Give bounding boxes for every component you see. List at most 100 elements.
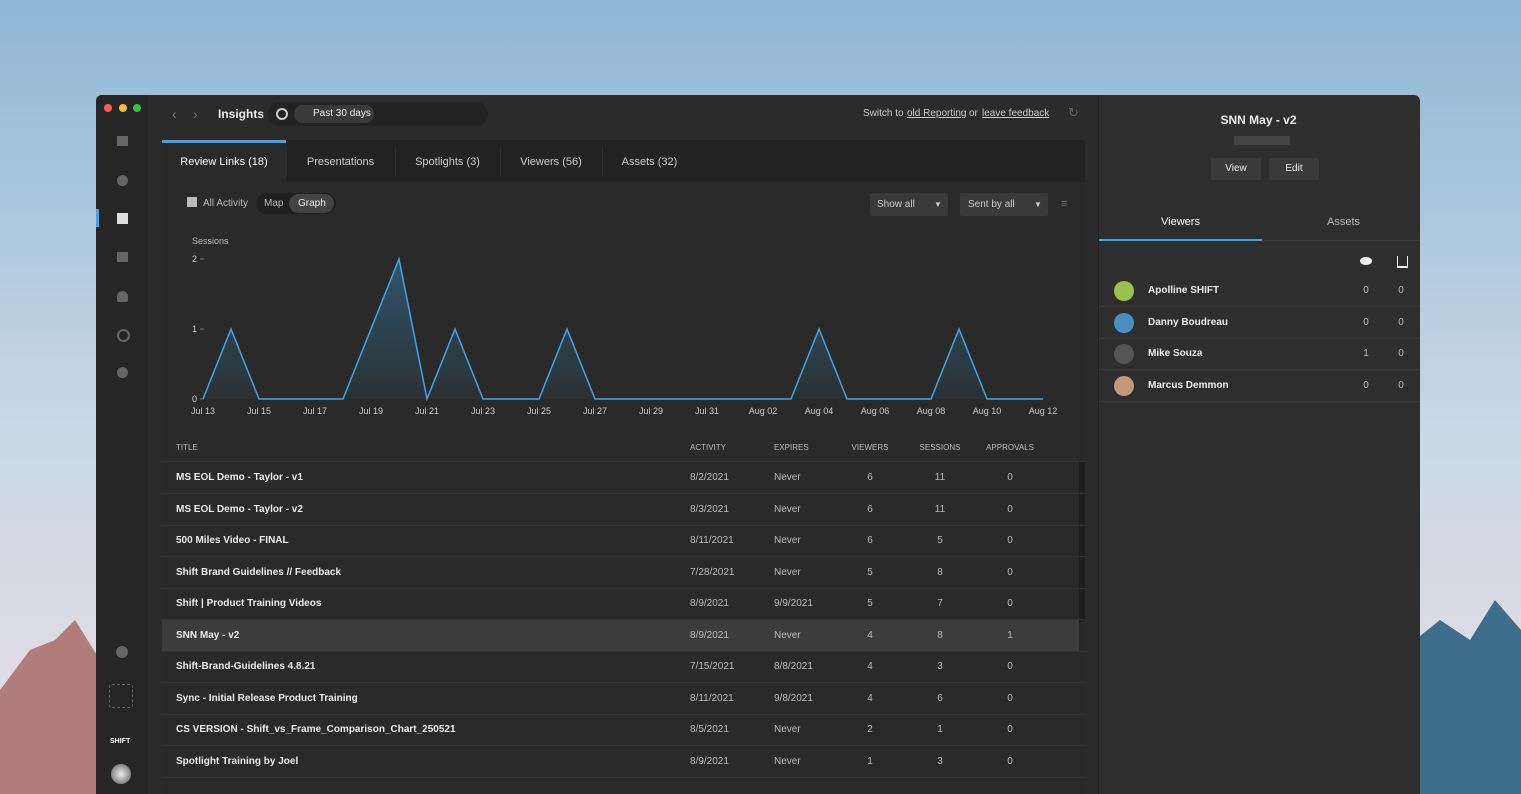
user-avatar[interactable] [111, 764, 131, 784]
tab-divider [395, 146, 396, 176]
table-cell: 8 [937, 566, 943, 578]
date-chip[interactable] [294, 105, 374, 123]
row-title: Shift | Product Training Videos [176, 598, 322, 609]
table-cell: 8/11/2021 [690, 535, 734, 546]
row-title: 500 Miles Video - FINAL [176, 535, 289, 546]
back-button[interactable]: ‹ [172, 106, 177, 122]
show-all[interactable]: Show all [877, 199, 915, 210]
tab[interactable]: Presentations [306, 156, 375, 168]
all-activity[interactable]: All Activity [203, 198, 249, 209]
table-cell: 4 [867, 661, 873, 672]
viewer-divider [1099, 400, 1419, 402]
recent-icon[interactable] [117, 175, 128, 186]
graph-toggle[interactable]: Graph [298, 198, 326, 209]
table-cell: 1 [937, 724, 943, 735]
fire-icon[interactable] [117, 291, 128, 302]
panel-title: SNN May - v2 [1220, 113, 1297, 127]
toggle-active [289, 194, 334, 213]
table-cell: 0 [1007, 755, 1013, 767]
table-cell: 8/3/2021 [690, 503, 729, 515]
refresh-button[interactable]: ↻ [1068, 105, 1079, 120]
viewer-name: Apolline SHIFT [1148, 285, 1220, 296]
insights-icon[interactable] [117, 213, 128, 224]
row-title: Spotlight Training by Joel [176, 755, 299, 767]
map-toggle[interactable]: Map [264, 198, 284, 209]
row-divider [162, 776, 1085, 778]
panel-button[interactable] [1269, 158, 1319, 180]
forward-button[interactable]: › [193, 106, 198, 122]
row-title: Shift-Brand-Guidelines 4.8.21 [176, 661, 316, 672]
table-cell: 5 [867, 566, 873, 578]
table-cell: Never [774, 472, 801, 483]
row-divider [162, 713, 1085, 715]
column-header: SESSIONS [919, 443, 961, 452]
page-title: Insights [218, 107, 265, 121]
views-icon [1360, 257, 1372, 265]
close-button[interactable] [104, 104, 112, 112]
date-filter[interactable]: Past 30 days [313, 108, 371, 119]
table-cell: 7/15/2021 [690, 661, 735, 672]
tab[interactable]: Assets (32) [621, 156, 678, 168]
search-icon[interactable] [117, 329, 130, 342]
row-divider [162, 493, 1085, 494]
tab-active-bg [162, 140, 286, 182]
sent-by[interactable]: Sent by all [968, 199, 1015, 210]
placeholder-bar [1234, 136, 1290, 145]
shift-logo: SHIFT [110, 738, 131, 745]
table-cell: Never [774, 755, 801, 767]
table-cell: 8/9/2021 [690, 755, 729, 767]
feedback-link[interactable]: leave feedback [982, 108, 1050, 119]
scrollbar [1079, 462, 1085, 622]
table-cell: 9/9/2021 [774, 598, 813, 609]
row-title: Sync - Initial Release Product Training [176, 692, 358, 704]
viewer-name: Danny Boudreau [1148, 316, 1229, 328]
help-icon[interactable] [116, 646, 128, 658]
minimize-button[interactable] [119, 104, 127, 112]
sent-by-dropdown[interactable] [960, 193, 1048, 216]
selected-row [162, 619, 1079, 651]
activity-icon [187, 197, 197, 207]
column-header: TITLE [176, 443, 198, 452]
tab[interactable]: Review Links (18) [180, 156, 268, 168]
table-cell: 4 [867, 629, 873, 641]
table-cell: 0 [1007, 661, 1013, 672]
search-icon [276, 108, 288, 120]
add-workspace[interactable] [109, 684, 133, 708]
viewer-views: 0 [1363, 379, 1369, 391]
table-cell: 3 [937, 755, 943, 767]
table-cell: 11 [934, 472, 946, 483]
panel-button-label[interactable]: Edit [1285, 163, 1303, 174]
table-cell: 5 [937, 535, 943, 546]
tab[interactable]: Viewers (56) [520, 156, 582, 168]
viewer-downloads: 0 [1398, 379, 1404, 391]
table-cell: 9/8/2021 [774, 692, 813, 704]
row-title: SNN May - v2 [176, 629, 240, 641]
archive-icon[interactable] [117, 252, 128, 262]
table-cell: Never [774, 535, 801, 546]
row-divider [162, 556, 1085, 557]
settings-icon[interactable] [117, 367, 128, 378]
table-cell: 8/8/2021 [774, 661, 813, 672]
table-cell: Never [774, 503, 801, 515]
panel-button-label[interactable]: View [1225, 163, 1247, 174]
panel-tab-indicator [1099, 239, 1262, 241]
filter-button[interactable]: ≡ [1061, 198, 1068, 210]
tab-divider [500, 146, 501, 176]
table-cell: 6 [937, 692, 943, 704]
active-indicator [96, 209, 99, 227]
inbox-icon[interactable] [117, 136, 128, 146]
dropdown-arrow: ▼ [934, 200, 942, 209]
viewer-downloads: 0 [1398, 348, 1404, 359]
panel-tab[interactable]: Viewers [1161, 216, 1200, 228]
old-reporting-link[interactable]: old Reporting [907, 108, 967, 119]
y-axis-label: Sessions [192, 236, 229, 246]
panel-button[interactable] [1211, 158, 1261, 180]
tab[interactable]: Spotlights (3) [415, 156, 480, 168]
switch-text: Switch to [863, 108, 904, 119]
zoom-button[interactable] [133, 104, 141, 112]
table-cell: 4 [867, 692, 873, 704]
panel-tab[interactable]: Assets [1326, 216, 1360, 228]
show-all-dropdown[interactable] [870, 193, 948, 216]
table-cell: Never [774, 566, 801, 578]
